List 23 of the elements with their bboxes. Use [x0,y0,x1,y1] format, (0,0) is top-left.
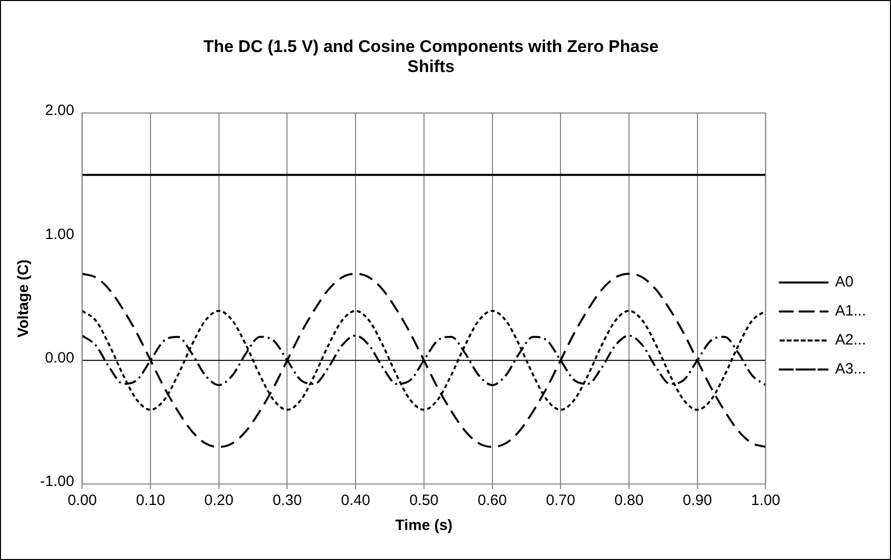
line-series [82,272,766,448]
x-tick-label: 1.00 [751,492,780,510]
x-tick-label: 0.70 [546,492,576,510]
chart-title: The DC (1.5 V) and Cosine Components with Zero Phase Shifts [202,37,660,77]
legend-label: A0 [835,274,854,291]
y-tick-label: 1.00 [44,226,74,243]
x-tick-label: 0.90 [682,492,712,510]
legend-label: A3... [835,360,866,378]
y-tick-label: -1.00 [40,473,74,490]
x-tick-label: 0.80 [614,492,644,510]
legend-label: A2... [835,332,866,349]
y-axis-title: Voltage (C) [15,259,32,338]
x-axis-title: Time (s) [395,517,453,534]
x-tick-label: 0.50 [409,492,439,510]
x-tick-label: 0.60 [478,492,507,510]
y-tick-label: 2.00 [44,102,74,120]
x-tick-label: 0.10 [136,492,166,510]
x-tick-label: 0.20 [204,492,234,510]
legend-label: A1... [835,302,866,320]
x-tick-label: 0.00 [68,492,97,510]
x-tick-label: 0.30 [272,492,302,510]
y-tick-label: 0.00 [44,349,74,366]
x-tick-label: 0.40 [340,492,370,510]
